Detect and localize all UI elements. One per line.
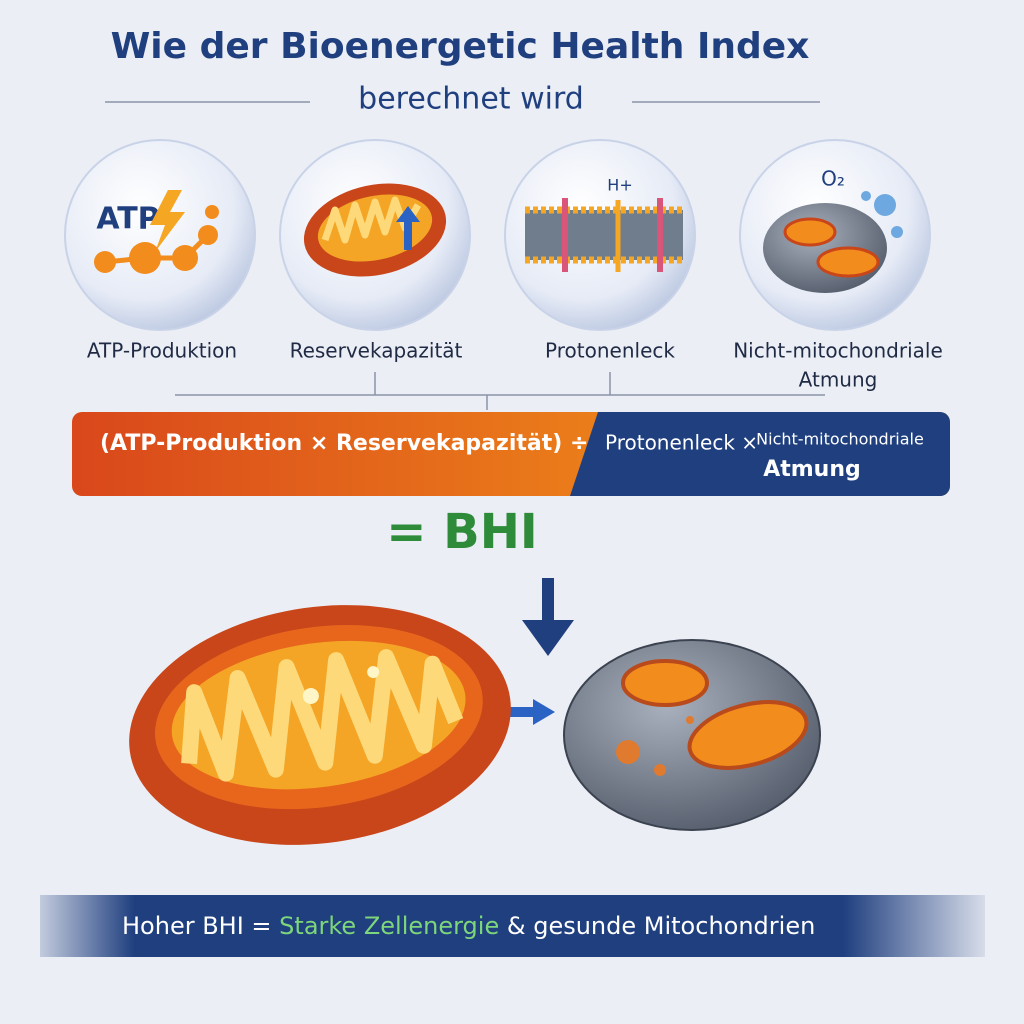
icon-atp: ATP (64, 139, 256, 331)
icon-text: H+ (607, 176, 632, 195)
component-label: Nicht-mitochondriale (733, 339, 943, 363)
icon-membrane: H+ (504, 139, 696, 331)
connectors (175, 372, 825, 410)
title: Wie der Bioenergetic Health Index (111, 26, 810, 67)
icon-cell: O₂ (739, 139, 931, 331)
formula-right: Nicht-mitochondriale (756, 430, 924, 449)
formula-left: (ATP-Produktion × Reservekapazität) ÷ (100, 431, 588, 456)
footer-prefix: Hoher BHI = (122, 912, 272, 940)
result: = BHI (386, 504, 538, 560)
footer-highlight: Starke Zellenergie (279, 912, 499, 940)
subtitle: berechnet wird (358, 82, 584, 117)
formula-bar (72, 412, 950, 496)
icon-text: O₂ (821, 167, 845, 191)
component-label: ATP-Produktion (87, 339, 237, 363)
mitochondrion (129, 605, 511, 845)
component-label: Protonenleck (545, 339, 675, 363)
footer-band (40, 895, 985, 957)
formula-right: Atmung (763, 457, 861, 482)
icon-mitochondrion (279, 139, 471, 331)
formula-right: Protonenleck × (605, 431, 758, 455)
footer-text: Hoher BHI = Starke Zellenergie & gesunde… (122, 912, 815, 940)
cell (563, 639, 821, 831)
icon-text: ATP (96, 202, 159, 237)
arrow (503, 578, 574, 725)
component-label: Reservekapazität (290, 339, 463, 363)
component-label: Atmung (799, 368, 878, 392)
footer-suffix: & gesunde Mitochondrien (507, 912, 815, 940)
